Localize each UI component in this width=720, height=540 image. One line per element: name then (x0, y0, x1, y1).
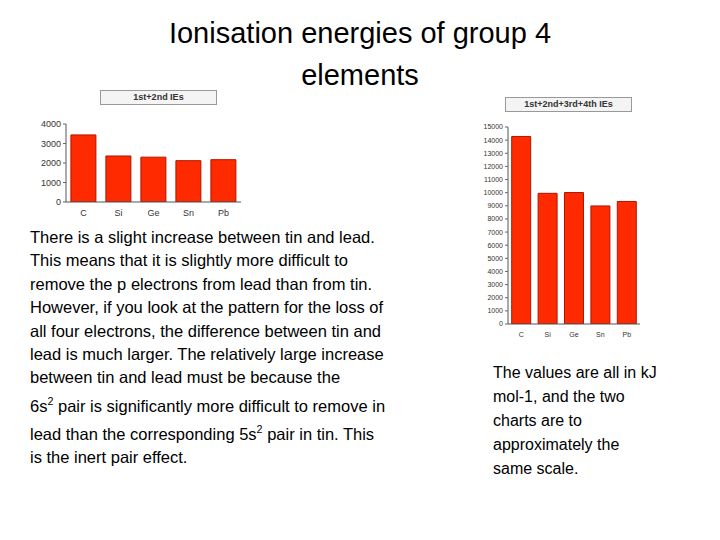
html-text:mol-1, and the two: mol-1, and the two (493, 388, 625, 405)
html-text:between tin and lead must be b: between tin and lead must be because the (30, 368, 341, 387)
html-text:Ionisation energies of group 4: Ionisation energies of group 4 (168, 17, 551, 49)
svg-text:Pb: Pb (218, 208, 229, 218)
svg-text:11000: 11000 (484, 176, 503, 183)
svg-text:15000: 15000 (484, 123, 504, 130)
svg-text:Ge: Ge (147, 208, 159, 218)
html-text:is the inert pair effect.: is the inert pair effect. (30, 447, 188, 466)
svg-text:13000: 13000 (484, 150, 504, 157)
svg-text:Si: Si (114, 208, 122, 218)
html-text:approximately the: approximately the (493, 436, 620, 453)
html-text:The values are all in kJ: The values are all in kJ (493, 364, 657, 381)
svg-text:Pb: Pb (623, 331, 632, 338)
svg-text:14000: 14000 (484, 137, 504, 144)
html-text:elements: elements (301, 59, 419, 91)
svg-text:5000: 5000 (487, 255, 503, 262)
svg-text:10000: 10000 (484, 189, 504, 196)
svg-text:4000: 4000 (41, 119, 61, 129)
html-text:1st+2nd+3rd+4th IEs: 1st+2nd+3rd+4th IEs (524, 99, 613, 109)
svg-text:3000: 3000 (41, 139, 61, 149)
svg-text:6000: 6000 (487, 242, 503, 249)
svg-text:8000: 8000 (487, 215, 503, 222)
svg-text:3000: 3000 (487, 281, 503, 288)
html-text:This means that it is slightly: This means that it is slightly more diff… (30, 251, 348, 270)
svg-text:1000: 1000 (487, 307, 503, 314)
svg-text:2000: 2000 (487, 294, 503, 301)
svg-text:0: 0 (56, 197, 61, 207)
svg-text:0: 0 (499, 320, 503, 327)
svg-text:Ge: Ge (569, 331, 578, 338)
html-text:6s2pair is significantly more: 6s2pair is significantly more difficult … (30, 394, 386, 415)
html-text:charts are to: charts are to (493, 412, 582, 429)
html-text:There is a slight increase bet: There is a slight increase between tin a… (30, 228, 375, 246)
html-text:However, if you look at the pa: However, if you look at the pattern for … (30, 298, 384, 317)
svg-text:9000: 9000 (487, 202, 503, 209)
html-text:1st+2nd IEs: 1st+2nd IEs (133, 92, 184, 102)
svg-text:Si: Si (544, 331, 551, 338)
svg-text:C: C (80, 208, 87, 218)
svg-text:2000: 2000 (41, 158, 61, 168)
svg-text:Sn: Sn (183, 208, 194, 218)
html-text:remove the p electrons from le: remove the p electrons from lead than fr… (30, 274, 373, 293)
svg-text:1000: 1000 (41, 178, 61, 188)
html-text:lead than the corresponding 5s: lead than the corresponding 5s2pair in t… (30, 422, 375, 443)
html-text:same scale.: same scale. (493, 460, 579, 477)
svg-text:C: C (519, 331, 524, 338)
svg-text:4000: 4000 (487, 268, 503, 275)
html-text:all four electrons, the differ: all four electrons, the difference betwe… (30, 321, 381, 340)
svg-text:Sn: Sn (596, 331, 605, 338)
svg-text:12000: 12000 (484, 163, 504, 170)
svg-text:7000: 7000 (487, 229, 503, 236)
html-text:lead is much larger. The relat: lead is much larger. The relatively larg… (30, 345, 384, 363)
